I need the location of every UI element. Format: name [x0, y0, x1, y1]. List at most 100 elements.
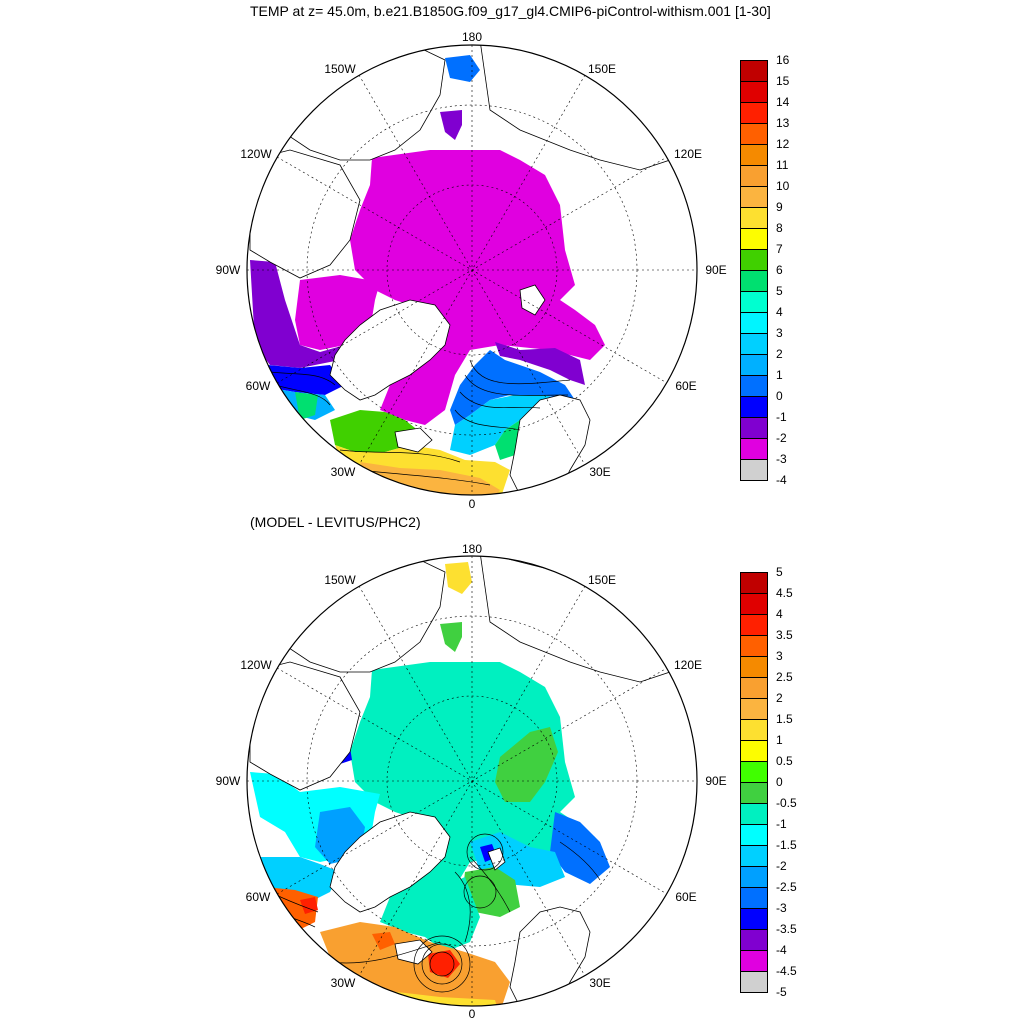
labrador-green	[295, 392, 318, 420]
eurasian-positive-anomaly	[495, 727, 558, 802]
colorbar-swatch	[740, 719, 768, 741]
canada	[249, 149, 361, 279]
bering-purple	[440, 110, 462, 140]
lon-label-150e: 150E	[588, 62, 616, 76]
lon-label-90w: 90W	[216, 263, 241, 277]
colorbar-tick-label: 5	[776, 565, 783, 579]
colorbar-swatch	[740, 845, 768, 867]
svalbard	[487, 847, 506, 871]
colorbar-swatch	[740, 354, 768, 376]
colorbar-swatch	[740, 761, 768, 783]
contour-lines-bottom	[269, 833, 601, 993]
colorbar-tick-label: 0.5	[776, 754, 793, 768]
colorbar-swatch	[740, 887, 768, 909]
colorbar-swatch	[740, 375, 768, 397]
colorbar-swatch	[740, 971, 768, 993]
norwegian-green-anomaly	[462, 867, 520, 917]
colorbar-tick-label: -2.5	[776, 880, 797, 894]
colorbar-difference: 5 4.5 4 3.5 3 2.5 2 1.5 1 0.5 0 -0.5 -1 -1.5 -2 -2.5 -3 -…	[740, 565, 797, 999]
lon-label-60w: 60W	[246, 379, 271, 393]
colorbar-tick-label: -4	[776, 943, 787, 957]
colorbar-tick-label: 5	[776, 284, 783, 298]
colorbar-swatch	[740, 396, 768, 418]
colorbar-swatch	[740, 908, 768, 930]
colorbar-swatch	[740, 459, 768, 481]
lon-labels-top: 180 0 150W 150E 120W 120E 90W 90E 60W 60…	[216, 30, 727, 511]
colorbar-tick-label: 1	[776, 733, 783, 747]
colorbar-swatch	[740, 60, 768, 82]
canada	[249, 661, 361, 791]
colorbar-tick-label: -1.5	[776, 838, 797, 852]
colorbar-tick-label: -2	[776, 431, 787, 445]
colorbar-swatch	[740, 417, 768, 439]
colorbar-tick-label: -4.5	[776, 964, 797, 978]
colorbar-temperature: 16 15 14 13 12 11 10 9 8 7 6 5 4 3 2 1 0 -1 -2 -3 -4	[740, 53, 789, 487]
colorbar-swatch	[740, 207, 768, 229]
colorbar-swatch	[740, 123, 768, 145]
colorbar-tick-label: 3.5	[776, 628, 793, 642]
iceland	[394, 427, 433, 453]
colorbar-tick-label: 4.5	[776, 586, 793, 600]
colorbar-tick-label: 4	[776, 607, 783, 621]
colorbar-swatch	[740, 593, 768, 615]
colorbar-tick-label: 1	[776, 368, 783, 382]
lon-label-30w: 30W	[331, 465, 356, 479]
colorbar-tick-label: 8	[776, 221, 783, 235]
lon-label-30e: 30E	[589, 465, 610, 479]
bering-green	[440, 622, 462, 652]
colorbar-swatch	[740, 656, 768, 678]
lon-label-0: 0	[469, 497, 476, 511]
colorbar-swatch	[740, 333, 768, 355]
colorbar-swatch	[740, 782, 768, 804]
lon-labels-bottom: 180 0 150W 150E 120W 120E 90W 90E 60W 60…	[216, 542, 727, 1021]
siberia	[479, 45, 671, 171]
land-masses-bottom	[249, 556, 671, 1006]
colorbar-swatch	[740, 249, 768, 271]
colorbar-swatch	[740, 614, 768, 636]
lon-label-150e: 150E	[588, 573, 616, 587]
colorbar-swatch	[740, 929, 768, 951]
colorbar-tick-label: 0	[776, 389, 783, 403]
colorbar-swatch	[740, 572, 768, 594]
map-fill-top	[249, 45, 671, 495]
lon-label-60e: 60E	[675, 890, 696, 904]
bering-blue	[445, 55, 480, 82]
greenland	[329, 811, 451, 913]
colorbar-swatch	[740, 635, 768, 657]
colorbar-tick-label: 1.5	[776, 712, 793, 726]
norwegian-cyan	[425, 877, 480, 952]
colorbar-swatch	[740, 102, 768, 124]
colorbar-swatch	[740, 165, 768, 187]
colorbar-tick-label: -0.5	[776, 796, 797, 810]
panel-subtitle: (MODEL - LEVITUS/PHC2)	[250, 514, 421, 530]
colorbar-tick-label: 2.5	[776, 670, 793, 684]
arctic-basin-cold-region	[350, 150, 605, 425]
svalbard	[519, 284, 546, 316]
greenland	[329, 299, 451, 401]
colorbar-swatch	[740, 698, 768, 720]
lon-label-90e: 90E	[705, 263, 726, 277]
colorbar-tick-label: -1	[776, 817, 787, 831]
colorbar-tick-label: 12	[776, 137, 790, 151]
colorbar-tick-label: -3	[776, 901, 787, 915]
colorbar-tick-label: 11	[776, 158, 789, 172]
colorbar-swatch	[740, 270, 768, 292]
colorbar-tick-label: 2	[776, 691, 783, 705]
labrador-blue-band	[268, 365, 345, 395]
bering-yellow	[445, 562, 472, 594]
land-masses-top	[249, 45, 671, 495]
colorbar-tick-label: 10	[776, 179, 790, 193]
colorbar-tick-label: -4	[776, 473, 787, 487]
colorbar-swatch	[740, 866, 768, 888]
colorbar-swatch	[740, 186, 768, 208]
colorbar-tick-label: 15	[776, 74, 790, 88]
colorbar-swatch	[740, 438, 768, 460]
lon-label-120w: 120W	[240, 658, 272, 672]
colorbar-tick-label: 16	[776, 53, 790, 67]
lon-label-120e: 120E	[674, 658, 702, 672]
lon-label-150w: 150W	[324, 62, 356, 76]
colorbar-tick-label: -2	[776, 859, 787, 873]
polar-map-difference: 180 0 150W 150E 120W 120E 90W 90E 60W 60…	[216, 542, 727, 1021]
lon-label-30w: 30W	[331, 976, 356, 990]
